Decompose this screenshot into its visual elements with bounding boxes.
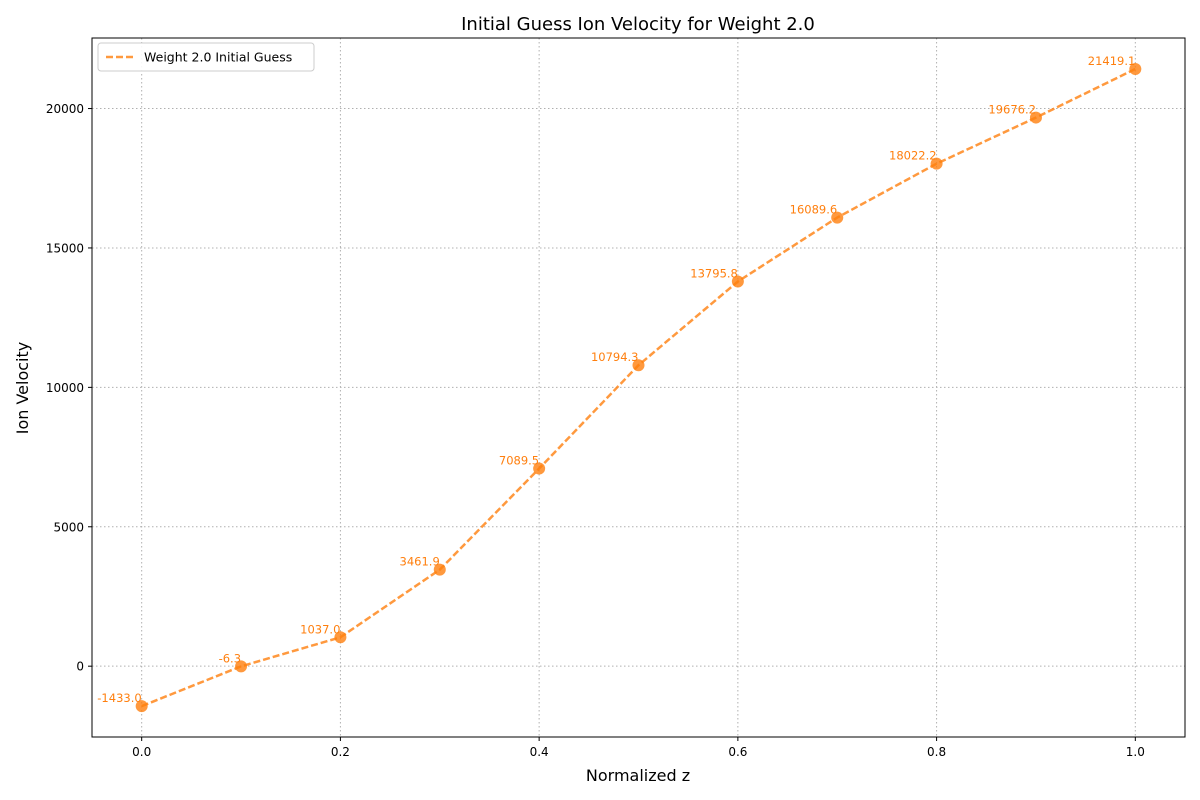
y-tick-label: 0 xyxy=(76,660,84,674)
data-point xyxy=(135,700,148,713)
y-tick-label: 15000 xyxy=(46,241,84,255)
data-label: 16089.6 xyxy=(790,203,838,217)
marker-layer xyxy=(135,62,1142,713)
x-tick-label: 1.0 xyxy=(1126,745,1145,759)
data-label: -1433.0 xyxy=(97,691,141,705)
y-tick-label: 20000 xyxy=(46,102,84,116)
data-label: 13795.8 xyxy=(690,267,738,281)
y-axis-label: Ion Velocity xyxy=(13,342,32,435)
data-point xyxy=(533,462,546,475)
x-tick-label: 0.6 xyxy=(728,745,747,759)
data-point xyxy=(1029,111,1042,124)
data-label-layer: -1433.0 -6.3 1037.0 3461.9 7089.5 10794.3 1379… xyxy=(97,54,1135,705)
data-point xyxy=(334,631,347,644)
data-point xyxy=(930,157,943,170)
data-label: 7089.5 xyxy=(499,454,539,468)
y-axis-ticks: 0 5000 10000 15000 20000 xyxy=(46,102,92,674)
x-axis-ticks: 0.0 0.2 0.4 0.6 0.8 1.0 xyxy=(132,737,1145,759)
data-label: 10794.3 xyxy=(591,350,639,364)
data-point xyxy=(831,211,844,224)
data-point xyxy=(632,359,645,372)
data-point xyxy=(731,275,744,288)
data-label: 18022.2 xyxy=(889,149,937,163)
data-point xyxy=(1129,62,1142,75)
y-tick-label: 5000 xyxy=(53,520,84,534)
x-tick-label: 0.0 xyxy=(132,745,151,759)
x-tick-label: 0.8 xyxy=(927,745,946,759)
legend: Weight 2.0 Initial Guess xyxy=(97,42,315,72)
grid-lines xyxy=(92,38,1185,737)
chart-title: Initial Guess Ion Velocity for Weight 2.… xyxy=(461,14,815,35)
data-label: 1037.0 xyxy=(300,622,340,636)
x-tick-label: 0.2 xyxy=(331,745,350,759)
legend-box xyxy=(97,42,315,72)
data-label: 19676.2 xyxy=(988,103,1036,117)
data-point xyxy=(235,660,248,673)
data-label: -6.3 xyxy=(219,651,241,665)
x-tick-label: 0.4 xyxy=(530,745,549,759)
data-label: 3461.9 xyxy=(400,555,440,569)
data-label: 21419.1 xyxy=(1088,54,1136,68)
y-tick-label: 10000 xyxy=(46,381,84,395)
data-point xyxy=(433,563,446,576)
x-axis-label: Normalized z xyxy=(586,766,690,785)
legend-label: Weight 2.0 Initial Guess xyxy=(144,50,292,65)
